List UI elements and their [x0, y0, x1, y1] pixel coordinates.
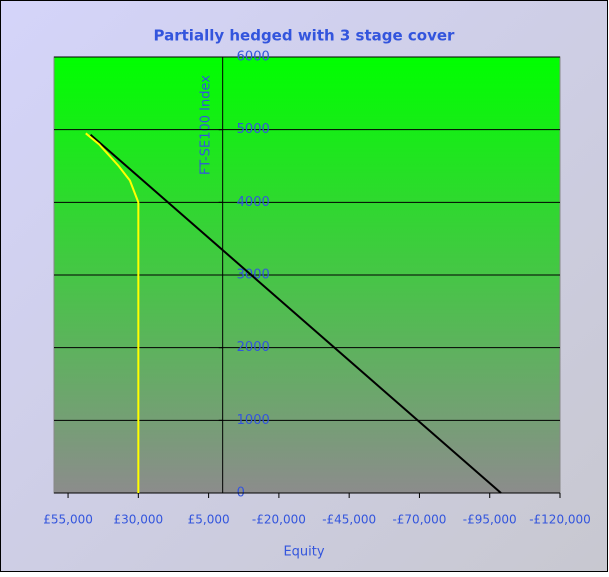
series-line [85, 132, 140, 493]
chart-title: Partially hedged with 3 stage cover [154, 27, 456, 45]
y-tick-label: 2000 [237, 340, 270, 355]
x-tick-label: -£20,000 [252, 513, 306, 527]
x-tick-label: £30,000 [114, 513, 164, 527]
x-tick-label: £5,000 [188, 513, 230, 527]
x-tick-label: £55,000 [43, 513, 93, 527]
x-tick-label: -£120,000 [529, 513, 591, 527]
x-tick-label: -£95,000 [463, 513, 517, 527]
series-line [89, 133, 502, 494]
y-tick-label: 5000 [237, 122, 270, 137]
y-tick-label: 1000 [237, 413, 270, 428]
x-tick-label: -£45,000 [322, 513, 376, 527]
y-axis-title: FT-SE100 Index [199, 75, 214, 175]
y-tick-label: 4000 [237, 195, 270, 210]
y-tick-label: 6000 [237, 50, 270, 65]
y-tick-label: 3000 [237, 268, 270, 283]
x-tick-label: -£70,000 [392, 513, 446, 527]
x-axis-title: Equity [283, 545, 324, 560]
